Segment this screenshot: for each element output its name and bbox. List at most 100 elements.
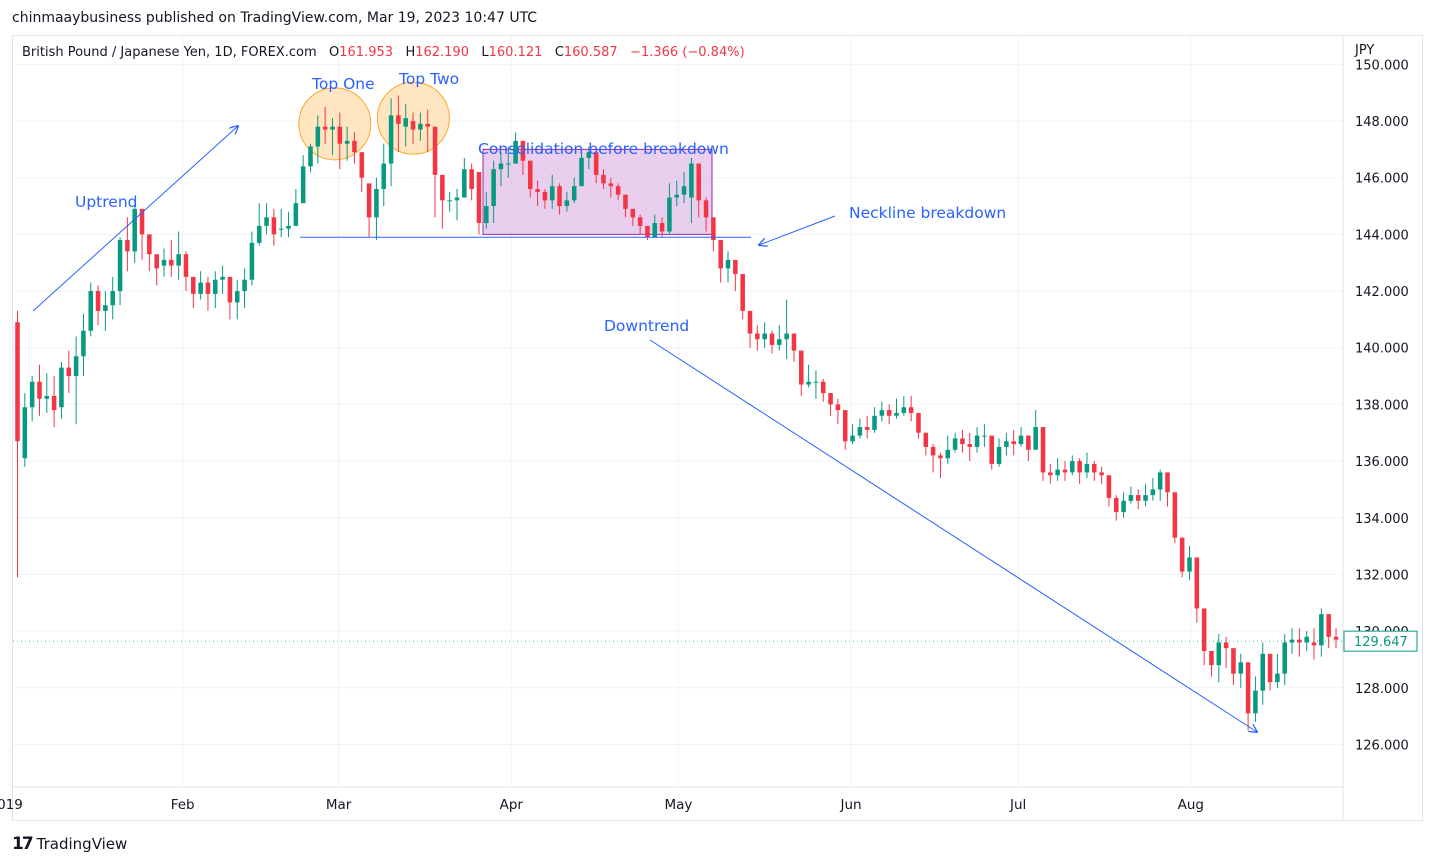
candle-body xyxy=(1077,461,1082,473)
footer[interactable]: 17 TradingView xyxy=(12,834,127,854)
candle xyxy=(1165,472,1170,507)
candle-body xyxy=(191,276,196,294)
candle-body xyxy=(1150,489,1156,496)
candle-body xyxy=(381,163,387,190)
candle-body xyxy=(784,333,789,340)
candle xyxy=(344,126,350,161)
candle-body xyxy=(1216,642,1222,666)
candle xyxy=(1179,537,1185,578)
candle xyxy=(1201,608,1207,666)
candle-body xyxy=(1135,495,1141,501)
candle xyxy=(330,118,335,156)
candle-body xyxy=(154,254,159,269)
candle xyxy=(381,143,387,207)
candle xyxy=(769,330,775,354)
x-tick-label: Jun xyxy=(840,797,862,813)
candle xyxy=(1238,653,1244,688)
candle-body xyxy=(103,305,108,311)
candle-body xyxy=(601,174,606,184)
candle-body xyxy=(81,330,86,357)
candle xyxy=(996,438,1002,467)
candle xyxy=(667,183,672,235)
candle-body xyxy=(447,200,452,202)
candle xyxy=(828,393,833,416)
y-tick-label: 136.000 xyxy=(1355,455,1409,470)
candle xyxy=(213,271,218,309)
candle xyxy=(842,410,848,450)
candle xyxy=(623,194,628,218)
y-tick-label: 134.000 xyxy=(1355,512,1409,527)
candle-body xyxy=(1275,673,1280,683)
candle xyxy=(359,152,365,192)
candle-body xyxy=(213,279,218,294)
low-value: 160.121 xyxy=(488,45,543,60)
candle xyxy=(169,240,174,277)
candle-body xyxy=(403,118,408,127)
high-label: H xyxy=(405,45,416,60)
y-tick-label: 128.000 xyxy=(1355,682,1409,697)
candle xyxy=(154,254,159,286)
candle xyxy=(967,432,973,462)
candle xyxy=(1077,458,1082,484)
candle xyxy=(491,160,496,224)
candle xyxy=(864,415,870,439)
candle xyxy=(1121,492,1126,518)
candle xyxy=(579,152,584,187)
candle-body xyxy=(293,203,299,226)
candle-body xyxy=(886,410,892,416)
candle xyxy=(81,313,86,377)
candle xyxy=(337,112,343,170)
candle xyxy=(410,112,416,144)
candle-body xyxy=(1165,472,1170,493)
candle xyxy=(1326,614,1331,649)
candle-body xyxy=(711,217,716,241)
candle-body xyxy=(930,446,936,456)
candle xyxy=(462,157,467,198)
candle xyxy=(571,177,577,204)
candle xyxy=(271,208,277,246)
candle-body xyxy=(15,322,20,442)
candle-body xyxy=(1297,639,1302,643)
candle-body xyxy=(1179,537,1185,572)
candle xyxy=(1253,676,1258,722)
candle xyxy=(725,251,731,283)
candle xyxy=(784,299,789,360)
candle-body xyxy=(755,333,760,340)
candle xyxy=(1304,631,1309,651)
candle-body xyxy=(1026,435,1031,450)
candle xyxy=(95,285,101,326)
candle xyxy=(557,183,562,215)
candle-body xyxy=(66,367,72,377)
candle-body xyxy=(498,163,504,170)
candle xyxy=(689,157,694,224)
candle xyxy=(615,183,621,201)
candle-body xyxy=(330,126,335,130)
candle-body xyxy=(557,186,562,207)
candle xyxy=(923,432,929,456)
candle xyxy=(132,206,137,263)
candle-body xyxy=(396,115,401,124)
change-value: −1.366 (−0.84%) xyxy=(630,45,745,60)
candle xyxy=(469,163,474,201)
candle-body xyxy=(1245,662,1251,714)
candle xyxy=(1260,642,1266,705)
candle xyxy=(1099,466,1104,484)
candle-body xyxy=(703,200,709,218)
x-tick-label: Apr xyxy=(500,797,524,813)
candle xyxy=(418,112,423,141)
candle xyxy=(191,276,196,309)
candle xyxy=(747,310,753,348)
candle xyxy=(256,203,262,246)
candle-body xyxy=(1201,608,1207,651)
candle-body xyxy=(506,163,511,165)
candle xyxy=(982,424,987,447)
currency-label: JPY xyxy=(1354,43,1374,58)
candle-body xyxy=(667,197,672,232)
candle-body xyxy=(850,435,855,442)
candle-body xyxy=(615,186,621,195)
candle-body xyxy=(542,191,548,201)
candle-body xyxy=(359,152,365,178)
neckline-label: Neckline breakdown xyxy=(849,204,1006,222)
candle-body xyxy=(1055,469,1060,476)
